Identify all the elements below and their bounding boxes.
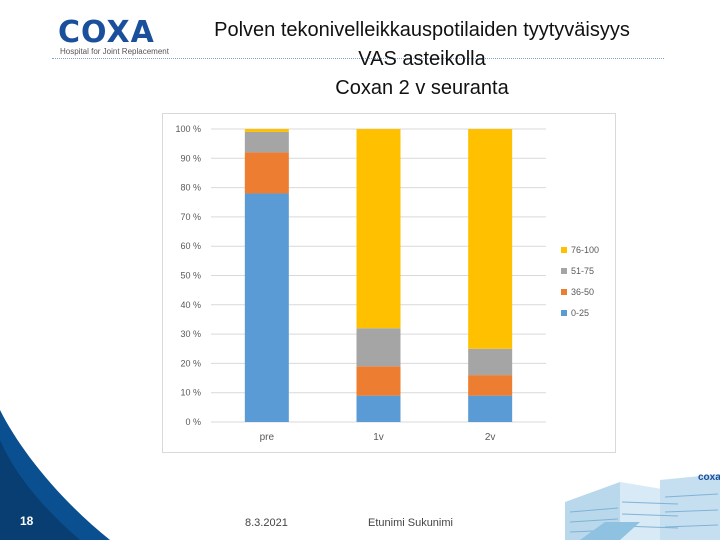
y-tick-label: 0 % — [185, 417, 201, 427]
y-tick-label: 50 % — [180, 271, 201, 281]
y-tick-label: 70 % — [180, 212, 201, 222]
bar-segment-51-75-1v — [356, 328, 401, 367]
title-line-3: Coxan 2 v seuranta — [335, 77, 509, 99]
y-tick-label: 40 % — [180, 300, 201, 310]
chart-canvas: 0 % 10 % 20 % 30 % 40 % 50 % 60 % 70 % 80 % 90 % 1… — [175, 124, 599, 443]
legend-label: 51-75 — [571, 266, 594, 276]
hospital-building-image — [560, 462, 720, 540]
bar-segment-0-25-1v — [356, 395, 401, 422]
y-tick-label: 10 % — [180, 388, 201, 398]
x-tick-label: pre — [260, 432, 275, 443]
y-tick-label: 30 % — [180, 329, 201, 339]
footer-author: Etunimi Sukunimi — [368, 517, 453, 529]
legend-label: 0-25 — [571, 308, 589, 318]
y-tick-label: 100 % — [175, 124, 201, 134]
legend-label: 36-50 — [571, 287, 594, 297]
bar-segment-36-50-2v — [468, 375, 513, 396]
bar-segment-76-100-1v — [356, 129, 401, 329]
y-tick-label: 60 % — [180, 241, 201, 251]
title-line-1: Polven tekonivelleikkauspotilaiden tyyty… — [214, 19, 630, 41]
bar-segment-0-25-pre — [244, 193, 289, 422]
footer-date: 8.3.2021 — [245, 517, 288, 529]
legend-swatch-76-100 — [561, 247, 567, 253]
coxa-logo: COXA Hospital for Joint Replacement — [58, 18, 173, 58]
legend-swatch-0-25 — [561, 310, 567, 316]
y-tick-label: 20 % — [180, 358, 201, 368]
slide-number: 18 — [20, 514, 34, 528]
logo-tagline: Hospital for Joint Replacement — [60, 47, 169, 56]
y-tick-label: 90 % — [180, 153, 201, 163]
legend-swatch-36-50 — [561, 289, 567, 295]
bar-segment-0-25-2v — [468, 395, 513, 422]
bar-segment-51-75-pre — [244, 131, 289, 153]
bar-segment-36-50-pre — [244, 152, 289, 194]
x-tick-label: 2v — [485, 432, 496, 443]
bar-segment-76-100-2v — [468, 129, 513, 349]
y-tick-label: 80 % — [180, 183, 201, 193]
legend-swatch-51-75 — [561, 268, 567, 274]
bar-segment-76-100-pre — [244, 129, 289, 132]
x-tick-label: 1v — [373, 432, 384, 443]
page-title: Polven tekonivelleikkauspotilaiden tyyty… — [170, 16, 674, 103]
bar-segment-51-75-2v — [468, 348, 513, 376]
logo-wordmark: COXA — [58, 15, 155, 50]
building-sign: coxa — [698, 472, 720, 483]
header-divider — [52, 58, 664, 59]
stacked-bar-chart: 0 % 10 % 20 % 30 % 40 % 50 % 60 % 70 % 80 % 90 % 1… — [162, 113, 616, 453]
title-line-2: VAS asteikolla — [358, 48, 486, 70]
legend-label: 76-100 — [571, 245, 599, 255]
bar-segment-36-50-1v — [356, 366, 401, 396]
